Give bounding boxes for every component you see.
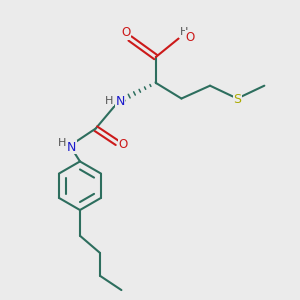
Text: H: H [58,138,66,148]
Text: H: H [180,27,188,37]
Text: N: N [67,141,76,154]
Text: O: O [186,31,195,44]
Text: O: O [119,138,128,151]
Text: S: S [233,94,241,106]
Text: H: H [105,96,114,106]
Text: N: N [115,95,125,109]
Text: O: O [121,26,130,39]
